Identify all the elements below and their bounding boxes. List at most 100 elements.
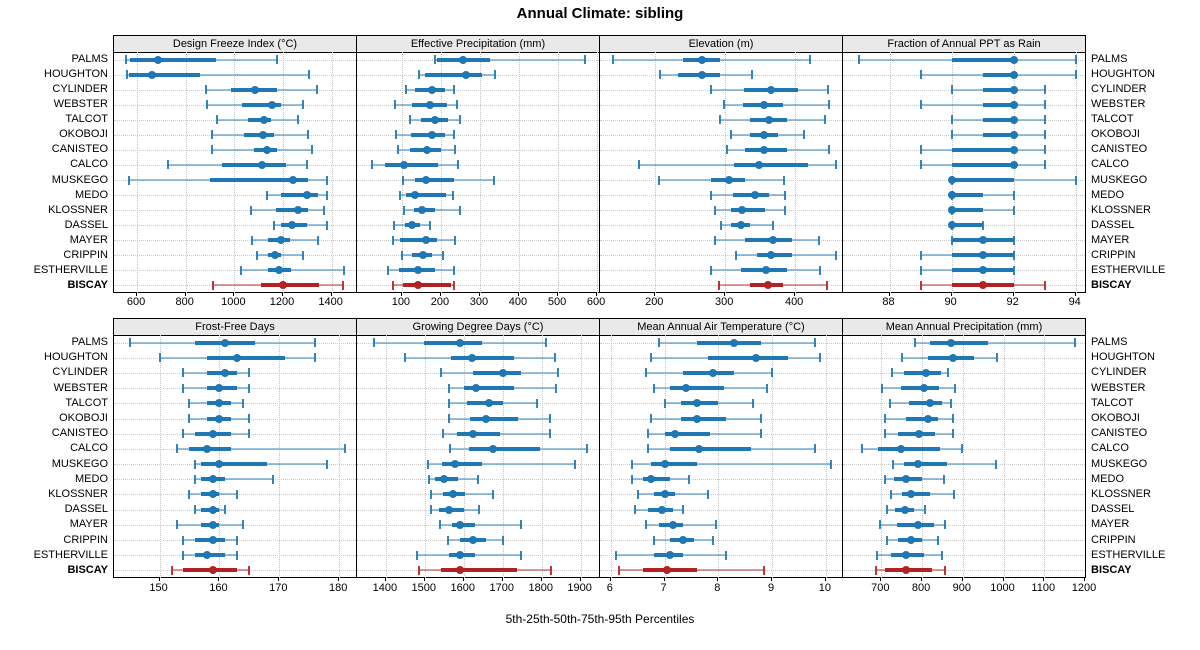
percentile-cap-95th bbox=[995, 459, 998, 469]
percentile-cap-95th bbox=[924, 505, 927, 515]
gridline-vertical bbox=[279, 335, 281, 578]
median-dot-klossner bbox=[737, 206, 746, 215]
percentile-cap-5th bbox=[919, 145, 922, 155]
percentile-cap-5th bbox=[612, 55, 615, 65]
site-label-right-canisteo: CANISTEO bbox=[1091, 143, 1148, 156]
percentile-cap-5th bbox=[255, 250, 258, 260]
percentile-cap-95th bbox=[236, 550, 239, 560]
site-label-right-houghton: HOUGHTON bbox=[1091, 351, 1155, 364]
percentile-cap-5th bbox=[447, 398, 450, 408]
percentile-range-25-75 bbox=[951, 178, 1014, 183]
median-dot-biscay bbox=[663, 566, 672, 575]
median-dot-palms bbox=[459, 55, 468, 64]
site-label-left-houghton: HOUGHTON bbox=[44, 351, 108, 364]
median-dot-calco bbox=[400, 160, 409, 169]
percentile-cap-95th bbox=[1043, 130, 1046, 140]
gridline-horizontal bbox=[357, 285, 599, 287]
percentile-cap-95th bbox=[557, 368, 560, 378]
median-dot-palms bbox=[455, 338, 464, 347]
gridline-horizontal bbox=[600, 494, 842, 496]
axis-tick-label: 1100 bbox=[1031, 582, 1056, 594]
axis-tick bbox=[136, 292, 138, 296]
axis-tick bbox=[423, 577, 425, 581]
percentile-range-5-95 bbox=[951, 179, 1076, 182]
median-dot-klossner bbox=[417, 206, 426, 215]
percentile-range-25-75 bbox=[207, 355, 286, 360]
median-dot-biscay bbox=[455, 566, 464, 575]
median-dot-estherville bbox=[203, 551, 212, 560]
percentile-cap-5th bbox=[371, 160, 374, 170]
gridline-horizontal bbox=[843, 570, 1085, 572]
gridline-horizontal bbox=[114, 418, 356, 420]
median-dot-houghton bbox=[1009, 70, 1018, 79]
percentile-cap-95th bbox=[307, 130, 310, 140]
site-label-right-cylinder: CYLINDER bbox=[1091, 83, 1147, 96]
gridline-horizontal bbox=[357, 240, 599, 242]
percentile-cap-95th bbox=[307, 70, 310, 80]
axis-tick-label: 88 bbox=[882, 296, 895, 308]
percentile-cap-5th bbox=[210, 145, 213, 155]
percentile-cap-95th bbox=[830, 459, 833, 469]
gridline-horizontal bbox=[114, 225, 356, 227]
percentile-cap-5th bbox=[216, 115, 219, 125]
site-label-left-houghton: HOUGHTON bbox=[44, 68, 108, 81]
median-dot-medo bbox=[440, 475, 449, 484]
percentile-cap-95th bbox=[771, 220, 774, 230]
percentile-cap-95th bbox=[834, 250, 837, 260]
percentile-cap-95th bbox=[305, 160, 308, 170]
percentile-cap-5th bbox=[439, 520, 442, 530]
gridline-horizontal bbox=[114, 433, 356, 435]
axis-tick-label: 90 bbox=[944, 296, 957, 308]
percentile-cap-95th bbox=[784, 205, 787, 215]
median-dot-palms bbox=[153, 55, 162, 64]
percentile-range-5-95 bbox=[177, 447, 346, 450]
panel-title: Frost-Free Days bbox=[114, 319, 356, 336]
axis-tick bbox=[579, 577, 581, 581]
panel-title: Effective Precipitation (mm) bbox=[357, 36, 599, 53]
panel-effective-precipitation-mm-: Effective Precipitation (mm) bbox=[356, 35, 600, 293]
median-dot-muskego bbox=[913, 460, 922, 469]
median-dot-klossner bbox=[293, 206, 302, 215]
gridline-horizontal bbox=[843, 89, 1085, 91]
percentile-cap-95th bbox=[501, 535, 504, 545]
median-dot-canisteo bbox=[915, 429, 924, 438]
percentile-cap-95th bbox=[236, 535, 239, 545]
percentile-range-25-75 bbox=[473, 370, 521, 375]
gridline-horizontal bbox=[843, 134, 1085, 136]
axis-tick-label: 1000 bbox=[221, 296, 246, 308]
axis-tick-label: 200 bbox=[645, 296, 664, 308]
axis-tick bbox=[950, 292, 952, 296]
percentile-range-25-75 bbox=[669, 386, 724, 391]
percentile-range-25-75 bbox=[951, 223, 983, 228]
percentile-cap-95th bbox=[817, 235, 820, 245]
axis-tick bbox=[233, 292, 235, 296]
percentile-cap-95th bbox=[1074, 55, 1077, 65]
percentile-cap-95th bbox=[765, 383, 768, 393]
median-dot-mayer bbox=[421, 236, 430, 245]
site-label-right-estherville: ESTHERVILLE bbox=[1091, 263, 1166, 276]
axis-tick-label: 1600 bbox=[450, 582, 476, 594]
site-label-left-klossner: KLOSSNER bbox=[48, 203, 108, 216]
gridline-horizontal bbox=[843, 104, 1085, 106]
median-dot-okoboji bbox=[428, 130, 437, 139]
axis-tick bbox=[439, 292, 441, 296]
percentile-cap-5th bbox=[874, 565, 877, 575]
site-label-left-crippin: CRIPPIN bbox=[63, 533, 108, 546]
percentile-range-25-75 bbox=[424, 72, 482, 77]
gridline-vertical bbox=[479, 52, 481, 293]
gridline-horizontal bbox=[114, 59, 356, 61]
percentile-cap-5th bbox=[125, 55, 128, 65]
percentile-range-25-75 bbox=[905, 416, 938, 421]
median-dot-webster bbox=[268, 100, 277, 109]
gridline-vertical bbox=[518, 52, 520, 293]
percentile-cap-5th bbox=[710, 190, 713, 200]
percentile-range-25-75 bbox=[707, 355, 789, 360]
site-label-right-muskego: MUSKEGO bbox=[1091, 173, 1148, 186]
percentile-cap-5th bbox=[919, 250, 922, 260]
percentile-cap-95th bbox=[224, 505, 227, 515]
site-label-left-klossner: KLOSSNER bbox=[48, 487, 108, 500]
median-dot-houghton bbox=[949, 353, 958, 362]
gridline-vertical bbox=[610, 335, 612, 578]
gridline-horizontal bbox=[114, 403, 356, 405]
